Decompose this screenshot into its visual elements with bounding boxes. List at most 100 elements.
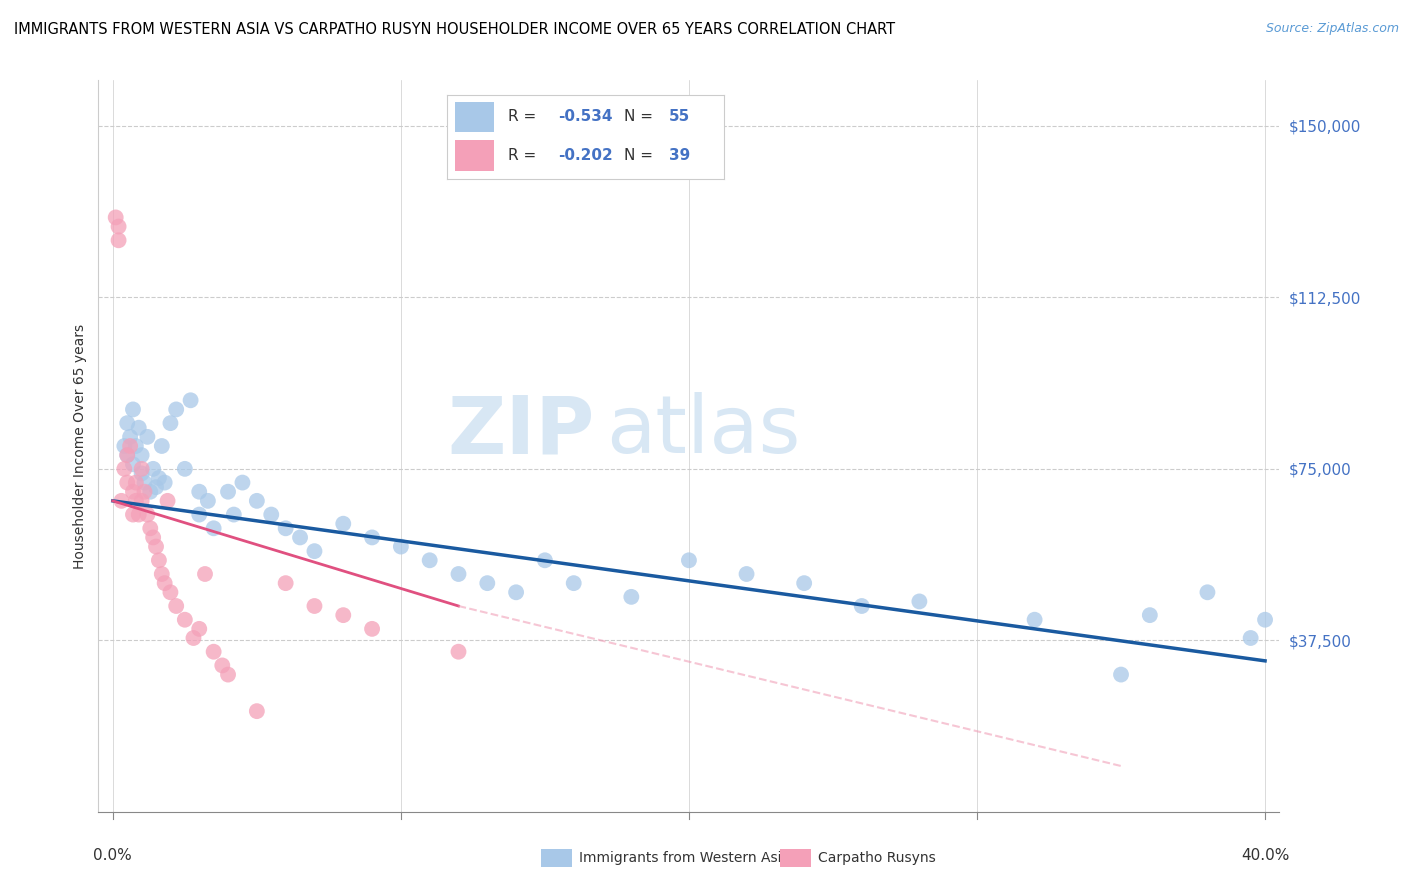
Point xyxy=(274,576,297,591)
Point xyxy=(389,540,412,554)
Point xyxy=(115,448,138,462)
Point xyxy=(128,420,150,434)
Text: Source: ZipAtlas.com: Source: ZipAtlas.com xyxy=(1265,22,1399,36)
Point xyxy=(246,704,269,718)
Point xyxy=(165,599,187,613)
Point xyxy=(222,508,245,522)
Point xyxy=(620,590,643,604)
Point xyxy=(197,493,219,508)
Point xyxy=(142,462,165,476)
Point xyxy=(1109,667,1132,681)
Point xyxy=(136,508,159,522)
Point xyxy=(122,402,145,417)
Point xyxy=(1254,613,1277,627)
Point xyxy=(115,416,138,430)
Point xyxy=(361,622,384,636)
Point xyxy=(134,475,156,490)
Point xyxy=(173,462,195,476)
Point xyxy=(419,553,441,567)
Point xyxy=(304,599,326,613)
Point xyxy=(202,521,225,535)
Point xyxy=(231,475,253,490)
Point xyxy=(125,475,148,490)
Point xyxy=(447,645,470,659)
Point xyxy=(1240,631,1263,645)
Text: 40.0%: 40.0% xyxy=(1241,848,1289,863)
Point xyxy=(505,585,527,599)
Text: 0.0%: 0.0% xyxy=(93,848,132,863)
Point xyxy=(131,448,153,462)
Point xyxy=(188,622,211,636)
Point xyxy=(332,516,354,531)
Point xyxy=(217,484,239,499)
Point xyxy=(332,608,354,623)
Point xyxy=(211,658,233,673)
Point xyxy=(188,508,211,522)
Point xyxy=(125,439,148,453)
Point xyxy=(148,553,170,567)
Point xyxy=(165,402,187,417)
Point xyxy=(477,576,499,591)
Point xyxy=(107,233,129,247)
Point xyxy=(288,530,311,544)
Point xyxy=(131,467,153,481)
Point xyxy=(150,567,173,582)
Point xyxy=(136,430,159,444)
Point xyxy=(153,475,176,490)
Point xyxy=(122,457,145,471)
Text: Immigrants from Western Asia: Immigrants from Western Asia xyxy=(579,851,790,865)
Point xyxy=(131,462,153,476)
Point xyxy=(793,576,815,591)
Point xyxy=(246,493,269,508)
Point xyxy=(159,416,181,430)
Point xyxy=(139,484,162,499)
Point xyxy=(534,553,557,567)
Point xyxy=(202,645,225,659)
Point xyxy=(120,430,142,444)
Point xyxy=(145,540,167,554)
Y-axis label: Householder Income Over 65 years: Householder Income Over 65 years xyxy=(73,324,87,568)
Point xyxy=(260,508,283,522)
Point xyxy=(183,631,205,645)
Point xyxy=(851,599,873,613)
Point xyxy=(112,439,135,453)
Point xyxy=(274,521,297,535)
Point xyxy=(562,576,585,591)
Point xyxy=(145,480,167,494)
Point xyxy=(125,493,148,508)
Point xyxy=(107,219,129,234)
Point xyxy=(104,211,127,225)
Text: Carpatho Rusyns: Carpatho Rusyns xyxy=(818,851,936,865)
Point xyxy=(180,393,202,408)
Point xyxy=(217,667,239,681)
Text: ZIP: ZIP xyxy=(447,392,595,470)
Point xyxy=(188,484,211,499)
Point xyxy=(122,508,145,522)
Point xyxy=(142,530,165,544)
Point xyxy=(153,576,176,591)
Point xyxy=(134,484,156,499)
Point xyxy=(735,567,758,582)
Point xyxy=(447,567,470,582)
Point xyxy=(194,567,217,582)
Point xyxy=(159,585,181,599)
Point xyxy=(908,594,931,608)
Point xyxy=(156,493,179,508)
Point xyxy=(148,471,170,485)
Point xyxy=(678,553,700,567)
Point xyxy=(131,493,153,508)
Point xyxy=(1139,608,1161,623)
Point xyxy=(115,448,138,462)
Point xyxy=(1024,613,1046,627)
Point xyxy=(1197,585,1219,599)
Point xyxy=(139,521,162,535)
Point xyxy=(120,439,142,453)
Point xyxy=(304,544,326,558)
Point xyxy=(110,493,132,508)
Point xyxy=(361,530,384,544)
Text: IMMIGRANTS FROM WESTERN ASIA VS CARPATHO RUSYN HOUSEHOLDER INCOME OVER 65 YEARS : IMMIGRANTS FROM WESTERN ASIA VS CARPATHO… xyxy=(14,22,896,37)
Point xyxy=(122,484,145,499)
Point xyxy=(150,439,173,453)
Point xyxy=(128,508,150,522)
Point xyxy=(112,462,135,476)
